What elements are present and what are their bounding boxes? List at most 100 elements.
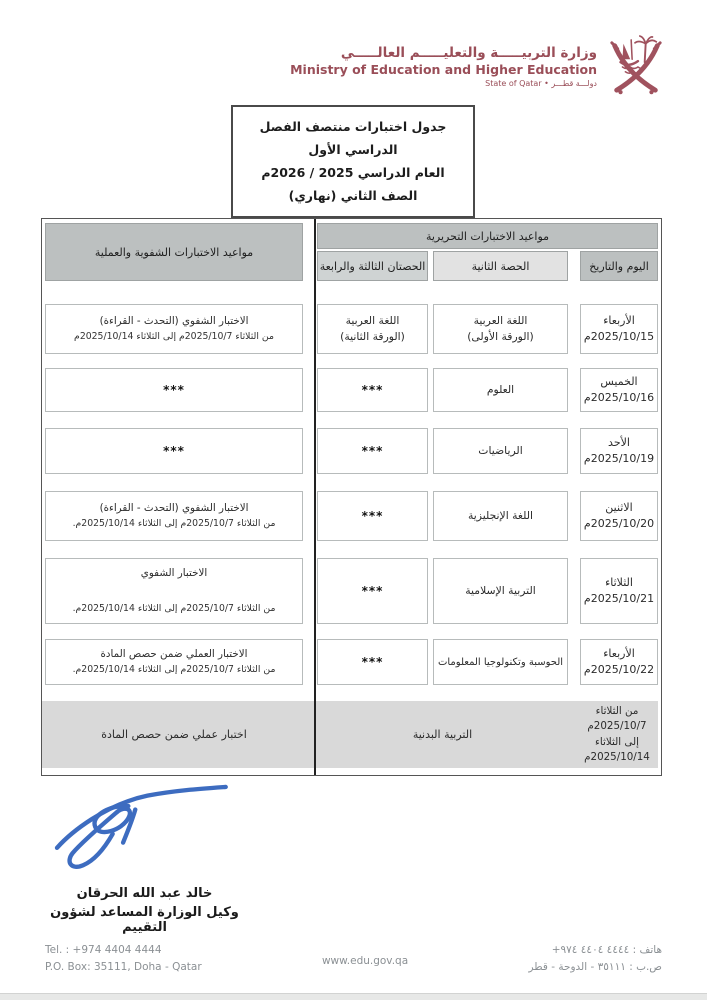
written-exams-header: مواعيد الاختبارات التحريرية — [317, 223, 658, 249]
day-name: الثلاثاء — [605, 576, 633, 590]
day-date-cell: الأربعاء 2025/10/15م — [580, 304, 658, 354]
day-name: الخميس — [600, 375, 638, 389]
third-fourth-period-cell: *** — [317, 639, 428, 685]
footer-phone-number-ar: +٩٧٤ ٤٤٠٤ ٤٤٤٤ — [551, 944, 630, 956]
column-divider-line — [314, 219, 316, 775]
table-row: الخميس 2025/10/16م العلوم *** *** — [42, 368, 658, 412]
date-range-line: 2025/10/14م — [584, 750, 650, 763]
table-header: مواعيد الاختبارات التحريرية اليوم والتار… — [42, 223, 658, 281]
footer-phone-arabic: هاتف : +٩٧٤ ٤٤٠٤ ٤٤٤٤ — [528, 942, 662, 959]
oral-exam-type: الاختبار الشفوي (التحدث - القراءة) — [99, 502, 249, 515]
date-range-line: 2025/10/7م — [587, 720, 647, 733]
ministry-text-block: وزارة التربيـــــة والتعليـــــم العالــ… — [40, 45, 597, 88]
title-line-1: جدول اختبارات منتصف الفصل الدراسي الأول — [259, 119, 447, 158]
oral-exam-type: الاختبار الشفوي — [140, 567, 208, 579]
table-row: الثلاثاء 2025/10/21م التربية الإسلامية *… — [42, 558, 658, 624]
state-of-qatar-line: دولـــة قطـــر • State of Qatar — [485, 78, 597, 88]
title-line-2: العام الدراسي 2025 / 2026م — [261, 165, 445, 181]
third-fourth-period-cell: *** — [317, 558, 428, 624]
subject-cell: التربية البدنية — [412, 728, 473, 741]
page-bottom-edge — [0, 993, 707, 1000]
oral-practical-cell: الاختبار الشفوي (التحدث - القراءة) من ال… — [45, 304, 303, 354]
footer-arabic-contact: هاتف : +٩٧٤ ٤٤٠٤ ٤٤٤٤ ص.ب : ٣٥١١١ - الدو… — [528, 942, 662, 977]
oral-exam-dates: من الثلاثاء 2025/10/7م إلى الثلاثاء 2025… — [74, 331, 274, 342]
second-period-cell: الرياضيات — [433, 428, 568, 474]
no-exam-marker: *** — [361, 655, 384, 669]
footer-phone-label-ar: هاتف : — [632, 944, 662, 956]
subject-line: التربية الإسلامية — [465, 583, 536, 597]
oral-practical-cell: الاختبار الشفوي من الثلاثاء 2025/10/7م إ… — [45, 558, 303, 624]
day-name: الأربعاء — [603, 314, 635, 328]
oral-practical-cell: الاختبار الشفوي (التحدث - القراءة) من ال… — [45, 491, 303, 541]
no-exam-marker: *** — [361, 584, 384, 598]
oral-exam-dates: من الثلاثاء 2025/10/7م إلى الثلاثاء 2025… — [72, 518, 276, 529]
oral-exam-dates: من الثلاثاء 2025/10/7م إلى الثلاثاء 2025… — [72, 603, 276, 615]
second-period-cell: اللغة الإنجليزية — [433, 491, 568, 541]
signature-icon — [54, 784, 228, 869]
third-fourth-period-cell: اللغة العربية (الورقة الثانية) — [317, 304, 428, 354]
third-fourth-period-cell: *** — [317, 491, 428, 541]
ministry-name-english: Ministry of Education and Higher Educati… — [290, 61, 597, 77]
oral-practical-cell: الاختبار العملي ضمن حصص المادة من الثلاث… — [45, 639, 303, 685]
subject-line: اللغة العربية — [345, 313, 400, 327]
no-exam-marker: *** — [361, 509, 384, 523]
subject-line: اللغة الإنجليزية — [468, 508, 534, 522]
day-date: 2025/10/22م — [583, 663, 655, 676]
subject-line: (الورقة الثانية) — [340, 330, 405, 343]
second-period-cell: التربية الإسلامية — [433, 558, 568, 624]
column-header-second-period: الحصة الثانية — [433, 251, 568, 281]
signatory-title: وكيل الوزارة المساعد لشؤون التقييم — [50, 905, 239, 935]
oral-exam-type: الاختبار العملي ضمن حصص المادة — [100, 648, 248, 661]
oral-practical-cell: اختبار عملي ضمن حصص المادة — [101, 728, 247, 741]
oral-exam-dates: من الثلاثاء 2025/10/7م إلى الثلاثاء 2025… — [72, 664, 276, 675]
column-header-day-date: اليوم والتاريخ — [580, 251, 658, 281]
oral-exam-type: الاختبار الشفوي (التحدث - القراءة) — [99, 315, 249, 328]
table-row: الأربعاء 2025/10/15م اللغة العربية (الور… — [42, 304, 658, 354]
signatory-name: خالد عبد الله الحرقان — [76, 886, 213, 901]
subject-line: الرياضيات — [478, 443, 523, 457]
footer-website: www.edu.gov.qa — [321, 955, 409, 967]
second-period-cell: اللغة العربية (الورقة الأولى) — [433, 304, 568, 354]
day-name: الأحد — [608, 436, 630, 450]
oral-practical-cell: *** — [45, 428, 303, 474]
footer-pobox-english: P.O. Box: 35111, Doha - Qatar — [45, 961, 202, 974]
ministry-header: وزارة التربيـــــة والتعليـــــم العالــ… — [40, 28, 665, 104]
day-date: 2025/10/20م — [583, 517, 655, 530]
day-date-cell: الخميس 2025/10/16م — [580, 368, 658, 412]
date-range-line: من الثلاثاء — [595, 704, 639, 717]
day-date: 2025/10/19م — [583, 452, 655, 465]
page-footer: هاتف : +٩٧٤ ٤٤٠٤ ٤٤٤٤ ص.ب : ٣٥١١١ - الدو… — [45, 942, 662, 982]
no-exam-marker: *** — [361, 383, 384, 397]
subject-line: اللغة العربية — [473, 313, 528, 327]
footer-pobox-arabic: ص.ب : ٣٥١١١ - الدوحة - قطر — [528, 961, 662, 974]
date-range-line: إلى الثلاثاء — [595, 735, 639, 748]
second-period-cell: الحوسبة وتكنولوجيا المعلومات — [433, 639, 568, 685]
table-row: الأحد 2025/10/19م الرياضيات *** *** — [42, 428, 658, 474]
day-date: 2025/10/16م — [583, 391, 655, 404]
no-exam-marker: *** — [163, 383, 185, 397]
footer-english-contact: Tel. : +974 4404 4444 P.O. Box: 35111, D… — [45, 942, 202, 977]
oral-practical-cell: *** — [45, 368, 303, 412]
day-date-cell: الأربعاء 2025/10/22م — [580, 639, 658, 685]
ministry-name-arabic: وزارة التربيـــــة والتعليـــــم العالــ… — [340, 44, 597, 61]
subject-line: العلوم — [486, 382, 515, 396]
day-name: الاثنين — [605, 501, 633, 515]
table-row: الاثنين 2025/10/20م اللغة الإنجليزية ***… — [42, 491, 658, 541]
no-exam-marker: *** — [361, 444, 384, 458]
signature-block: خالد عبد الله الحرقان وكيل الوزارة المسا… — [37, 780, 252, 935]
column-header-third-fourth-periods: الحصتان الثالثة والرابعة — [317, 251, 428, 281]
qatar-emblem-icon — [610, 35, 662, 95]
no-exam-marker: *** — [163, 444, 185, 458]
day-date-cell: من الثلاثاء 2025/10/7م إلى الثلاثاء 2025… — [576, 704, 658, 766]
title-line-3: الصف الثاني (نهاري) — [288, 188, 418, 204]
table-row: الأربعاء 2025/10/22م الحوسبة وتكنولوجيا … — [42, 639, 658, 685]
day-date-cell: الأحد 2025/10/19م — [580, 428, 658, 474]
subject-line: الحوسبة وتكنولوجيا المعلومات — [437, 656, 564, 668]
day-date: 2025/10/15م — [583, 330, 655, 343]
subject-line: (الورقة الأولى) — [467, 330, 534, 343]
physical-education-row: من الثلاثاء 2025/10/7م إلى الثلاثاء 2025… — [42, 701, 658, 768]
second-period-cell: العلوم — [433, 368, 568, 412]
third-fourth-period-cell: *** — [317, 428, 428, 474]
day-name: الأربعاء — [603, 647, 635, 661]
